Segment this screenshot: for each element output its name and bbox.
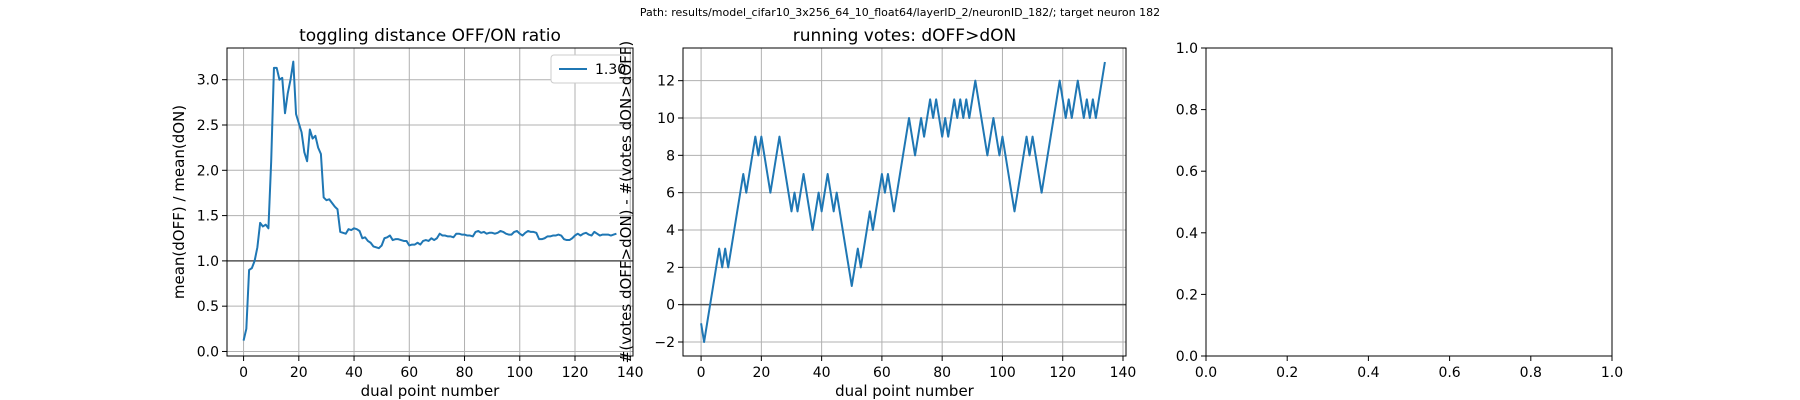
x-tick-label: 0.4 — [1357, 365, 1379, 381]
x-tick-label: 20 — [752, 365, 770, 381]
y-tick-label: 2 — [666, 260, 675, 276]
legend-entry: 1.30 — [595, 62, 626, 78]
votes-panel-title: running votes: dOFF>dON — [793, 26, 1016, 46]
figure-suptitle: Path: results/model_cifar10_3x256_64_10_… — [640, 6, 1160, 19]
votes-panel-ylabel: #(votes dOFF>dON) - #(votes dON>dOFF) — [617, 41, 635, 363]
ratio-axes-frame — [226, 47, 634, 357]
x-tick-label: 0.8 — [1520, 365, 1542, 381]
ratio-panel-title: toggling distance OFF/ON ratio — [299, 26, 561, 46]
y-tick-label: 8 — [666, 148, 675, 164]
y-tick-label: 12 — [657, 74, 675, 90]
y-tick-label: 1.5 — [197, 209, 219, 225]
ratio-panel-ylabel: mean(dOFF) / mean(dON) — [170, 105, 188, 299]
x-tick-label: 140 — [1110, 365, 1137, 381]
y-tick-label: 10 — [657, 111, 675, 127]
y-tick-label: 0.6 — [1176, 164, 1198, 180]
x-tick-label: 100 — [989, 365, 1016, 381]
x-tick-label: 80 — [933, 365, 951, 381]
x-tick-label: 60 — [400, 365, 418, 381]
empty-panel: 0.0 0.2 0.4 0.6 0.8 1.0 0.0 0.2 0.4 0.6 0.8 1.0 — [1176, 41, 1623, 381]
votes-grid — [683, 48, 1126, 356]
ratio-panel-legend: 1.30 — [550, 54, 626, 84]
x-tick-label: 60 — [873, 365, 891, 381]
votes-panel-xlabel: dual point number — [835, 382, 975, 400]
y-tick-label: 2.5 — [197, 118, 219, 134]
y-tick-label: 0.8 — [1176, 103, 1198, 119]
x-tick-label: 100 — [506, 365, 533, 381]
votes-panel: running votes: dOFF>dON dual point numbe… — [617, 26, 1136, 400]
x-tick-label: 120 — [562, 365, 589, 381]
x-tick-label: 0.6 — [1438, 365, 1460, 381]
ratio-panel: toggling distance OFF/ON ratio dual poin… — [170, 26, 644, 400]
x-tick-label: 40 — [813, 365, 831, 381]
y-tick-label: 6 — [666, 186, 675, 202]
x-tick-label: 0 — [239, 365, 248, 381]
votes-axes-frame — [682, 47, 1127, 357]
y-tick-label: 3.0 — [197, 73, 219, 89]
legend-frame — [550, 54, 626, 84]
ratio-panel-xlabel: dual point number — [361, 382, 501, 400]
x-tick-label: 140 — [617, 365, 644, 381]
y-tick-label: 4 — [666, 223, 675, 239]
x-tick-label: 0 — [697, 365, 706, 381]
y-tick-label: 0 — [666, 298, 675, 314]
y-tick-label: 0.0 — [197, 344, 219, 360]
votes-series-line — [700, 61, 1106, 343]
x-tick-label: 0.0 — [1195, 365, 1217, 381]
y-tick-label: 1.0 — [197, 254, 219, 270]
x-tick-label: 80 — [456, 365, 474, 381]
ratio-series-line — [242, 60, 617, 341]
y-tick-label: 0.0 — [1176, 349, 1198, 365]
y-tick-label: 2.0 — [197, 163, 219, 179]
x-tick-label: 0.2 — [1276, 365, 1298, 381]
x-tick-label: 120 — [1049, 365, 1076, 381]
x-tick-label: 40 — [345, 365, 363, 381]
y-tick-label: −2 — [654, 335, 675, 351]
x-tick-label: 1.0 — [1601, 365, 1623, 381]
y-tick-label: 0.4 — [1176, 226, 1198, 242]
x-tick-label: 20 — [290, 365, 308, 381]
y-tick-label: 0.2 — [1176, 287, 1198, 303]
y-tick-label: 1.0 — [1176, 41, 1198, 57]
y-tick-label: 0.5 — [197, 299, 219, 315]
empty-axes-frame — [1205, 47, 1613, 357]
